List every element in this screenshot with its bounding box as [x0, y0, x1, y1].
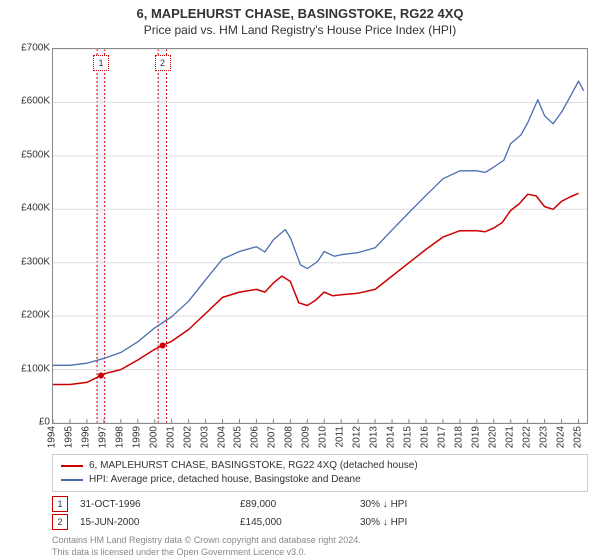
- x-axis-label: 2016: [419, 426, 430, 448]
- x-axis-label: 2014: [386, 426, 397, 448]
- sale-price: £89,000: [240, 499, 360, 510]
- sale-row: 2 15-JUN-2000 £145,000 30% ↓ HPI: [52, 514, 588, 530]
- x-axis-label: 2007: [267, 426, 278, 448]
- x-axis-label: 2000: [148, 426, 159, 448]
- y-axis-label: £400K: [21, 203, 50, 214]
- sale-row: 1 31-OCT-1996 £89,000 30% ↓ HPI: [52, 496, 588, 512]
- x-axis-label: 2019: [470, 426, 481, 448]
- disclaimer-line: Contains HM Land Registry data © Crown c…: [52, 534, 588, 546]
- x-axis-label: 2013: [369, 426, 380, 448]
- plot-area: 12: [52, 48, 588, 424]
- x-axis-label: 2025: [572, 426, 583, 448]
- x-axis-label: 2023: [538, 426, 549, 448]
- disclaimer: Contains HM Land Registry data © Crown c…: [52, 534, 588, 558]
- x-axis-label: 1997: [97, 426, 108, 448]
- legend-label: 6, MAPLEHURST CHASE, BASINGSTOKE, RG22 4…: [89, 459, 418, 473]
- legend-swatch-red: [61, 465, 83, 467]
- legend-label: HPI: Average price, detached house, Basi…: [89, 473, 361, 487]
- disclaimer-line: This data is licensed under the Open Gov…: [52, 546, 588, 558]
- x-axis-label: 2017: [436, 426, 447, 448]
- x-axis-label: 2008: [284, 426, 295, 448]
- x-axis-label: 2003: [199, 426, 210, 448]
- x-axis-label: 2004: [216, 426, 227, 448]
- x-axis-label: 2021: [504, 426, 515, 448]
- x-axis-label: 2005: [233, 426, 244, 448]
- sale-marker-1: 1: [52, 496, 68, 512]
- x-axis-label: 2018: [453, 426, 464, 448]
- plot-marker-2: 2: [155, 55, 171, 71]
- x-axis-label: 1994: [47, 426, 58, 448]
- x-axis-label: 1996: [80, 426, 91, 448]
- sale-date: 15-JUN-2000: [80, 517, 240, 528]
- x-axis-label: 2022: [521, 426, 532, 448]
- sale-marker-2: 2: [52, 514, 68, 530]
- y-axis-label: £300K: [21, 256, 50, 267]
- y-axis-label: £700K: [21, 43, 50, 54]
- x-axis-label: 2024: [555, 426, 566, 448]
- y-axis-label: £100K: [21, 363, 50, 374]
- x-axis-label: 2011: [335, 426, 346, 448]
- x-axis-label: 1999: [131, 426, 142, 448]
- legend-item: HPI: Average price, detached house, Basi…: [61, 473, 579, 487]
- legend: 6, MAPLEHURST CHASE, BASINGSTOKE, RG22 4…: [52, 454, 588, 492]
- plot-marker-1: 1: [93, 55, 109, 71]
- x-axis-label: 2010: [318, 426, 329, 448]
- x-axis-label: 1998: [114, 426, 125, 448]
- x-axis-label: 2012: [352, 426, 363, 448]
- x-axis-label: 1995: [63, 426, 74, 448]
- sale-price: £145,000: [240, 517, 360, 528]
- sale-rel: 30% ↓ HPI: [360, 517, 460, 528]
- legend-item: 6, MAPLEHURST CHASE, BASINGSTOKE, RG22 4…: [61, 459, 579, 473]
- x-axis-label: 2009: [301, 426, 312, 448]
- x-axis-label: 2015: [403, 426, 414, 448]
- x-axis-label: 2006: [250, 426, 261, 448]
- chart-subtitle: Price paid vs. HM Land Registry's House …: [0, 21, 600, 41]
- y-axis-label: £200K: [21, 310, 50, 321]
- y-axis-label: £600K: [21, 96, 50, 107]
- chart-title: 6, MAPLEHURST CHASE, BASINGSTOKE, RG22 4…: [0, 0, 600, 21]
- sale-rel: 30% ↓ HPI: [360, 499, 460, 510]
- x-axis-label: 2020: [487, 426, 498, 448]
- legend-swatch-blue: [61, 479, 83, 481]
- x-axis-label: 2002: [182, 426, 193, 448]
- sale-date: 31-OCT-1996: [80, 499, 240, 510]
- x-axis-label: 2001: [165, 426, 176, 448]
- y-axis-label: £500K: [21, 149, 50, 160]
- chart-svg: [53, 49, 587, 423]
